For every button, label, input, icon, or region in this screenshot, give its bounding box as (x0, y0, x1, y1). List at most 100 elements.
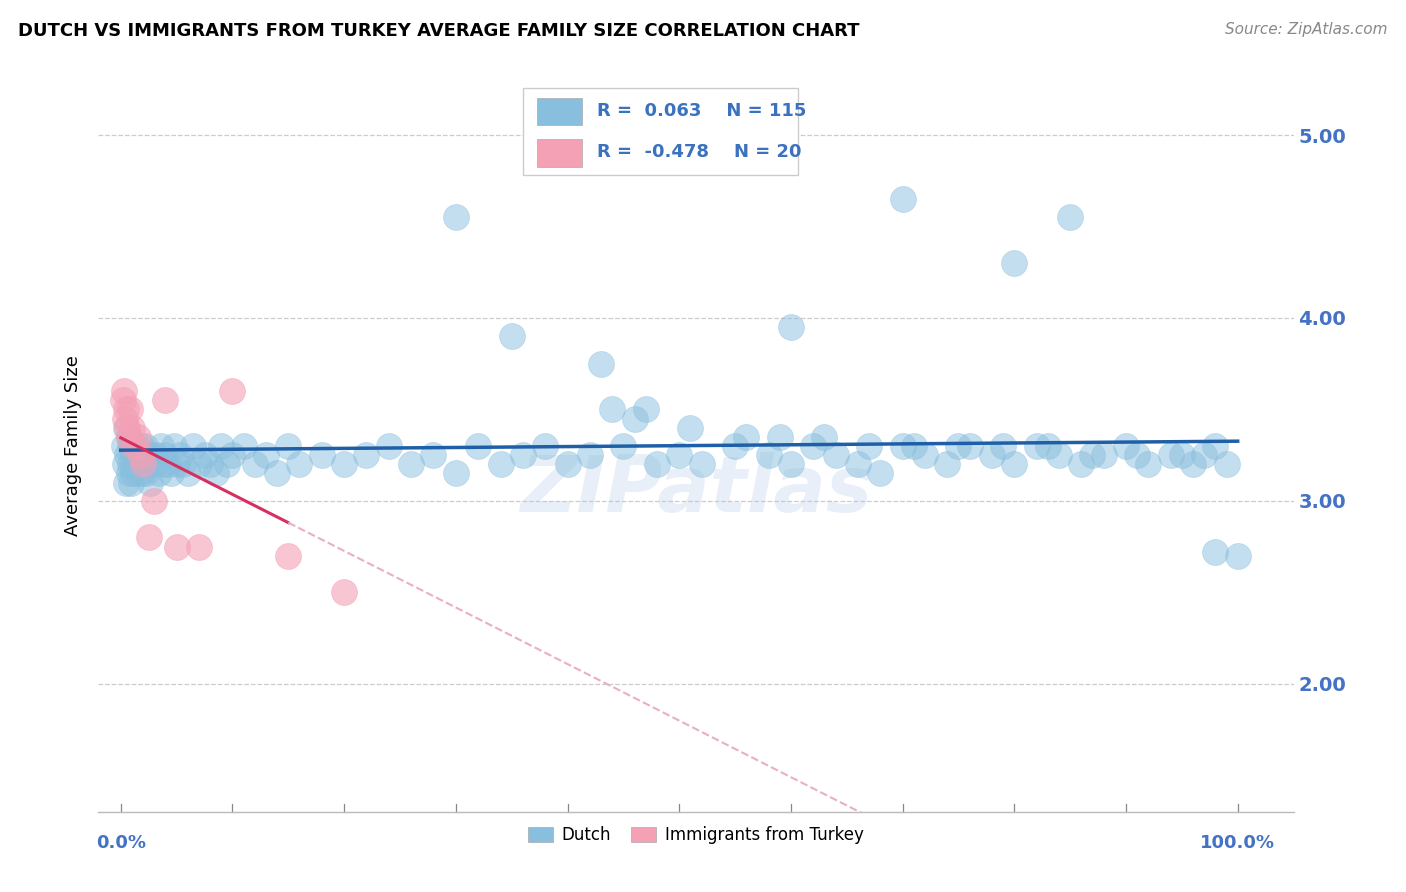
Point (858, 439, 880, 453)
Point (612, 439, 634, 453)
Text: DUTCH VS IMMIGRANTS FROM TURKEY AVERAGE FAMILY SIZE CORRELATION CHART: DUTCH VS IMMIGRANTS FROM TURKEY AVERAGE … (18, 22, 860, 40)
Point (115, 421, 138, 435)
Point (266, 467, 288, 481)
Point (634, 402, 657, 417)
Point (959, 439, 981, 453)
Point (121, 457, 143, 471)
Point (557, 457, 579, 471)
Point (891, 439, 914, 453)
Point (155, 393, 177, 408)
Point (277, 549, 299, 563)
Point (1025, 439, 1047, 453)
Point (232, 439, 254, 453)
Point (1115, 439, 1137, 453)
Point (589, 357, 612, 371)
Legend: Dutch, Immigrants from Turkey: Dutch, Immigrants from Turkey (522, 820, 870, 851)
Point (122, 448, 145, 462)
Point (780, 320, 803, 334)
Point (163, 439, 186, 453)
Point (148, 467, 170, 481)
Point (122, 439, 145, 453)
Point (356, 448, 378, 462)
Bar (537, 97, 582, 126)
Point (288, 457, 311, 471)
Point (1182, 457, 1205, 471)
Point (127, 430, 149, 444)
Point (141, 448, 163, 462)
Point (623, 411, 645, 425)
Point (948, 439, 970, 453)
Point (422, 448, 444, 462)
Point (735, 430, 758, 444)
Point (129, 448, 152, 462)
Point (117, 421, 139, 435)
Point (1204, 439, 1226, 453)
Point (981, 448, 1004, 462)
Point (444, 211, 467, 225)
Point (254, 448, 277, 462)
Point (139, 475, 162, 490)
Point (1081, 448, 1104, 462)
Point (512, 448, 534, 462)
Y-axis label: Average Family Size: Average Family Size (63, 356, 82, 536)
Point (1215, 457, 1237, 471)
Point (118, 439, 141, 453)
Point (132, 448, 155, 462)
Point (1070, 457, 1092, 471)
Point (645, 457, 668, 471)
Point (124, 457, 146, 471)
Point (132, 457, 155, 471)
Point (138, 530, 160, 544)
Point (118, 402, 141, 417)
Point (134, 457, 156, 471)
Point (111, 393, 134, 408)
Point (243, 457, 266, 471)
Point (991, 439, 1014, 453)
Point (444, 467, 467, 481)
Text: 100.0%: 100.0% (1201, 834, 1275, 852)
Point (1160, 448, 1182, 462)
Point (1002, 256, 1025, 270)
Point (149, 439, 172, 453)
Point (311, 448, 333, 462)
Point (1226, 549, 1249, 563)
Point (914, 448, 936, 462)
Point (1036, 439, 1059, 453)
Point (169, 448, 191, 462)
Point (277, 439, 299, 453)
Point (183, 439, 205, 453)
Point (112, 439, 135, 453)
Point (117, 430, 139, 444)
Point (115, 402, 138, 417)
Point (166, 457, 188, 471)
Point (891, 192, 914, 206)
Point (333, 585, 356, 599)
Point (1126, 448, 1149, 462)
Point (193, 448, 215, 462)
Point (138, 457, 160, 471)
Point (1171, 448, 1194, 462)
Point (187, 457, 209, 471)
Point (121, 439, 143, 453)
Point (824, 448, 846, 462)
Point (131, 467, 153, 481)
Point (143, 494, 166, 508)
Text: Source: ZipAtlas.com: Source: ZipAtlas.com (1225, 22, 1388, 37)
Point (467, 439, 489, 453)
Point (135, 467, 157, 481)
Text: R =  -0.478    N = 20: R = -0.478 N = 20 (596, 144, 801, 161)
Point (112, 384, 135, 398)
Point (769, 430, 792, 444)
Point (1137, 457, 1160, 471)
Point (117, 430, 139, 444)
Point (903, 439, 925, 453)
Point (1002, 457, 1025, 471)
Point (869, 467, 891, 481)
Text: ZIPatlas: ZIPatlas (520, 452, 872, 528)
Point (128, 448, 150, 462)
Point (129, 439, 152, 453)
Point (579, 448, 602, 462)
Point (215, 457, 238, 471)
Point (399, 457, 422, 471)
Point (668, 448, 690, 462)
